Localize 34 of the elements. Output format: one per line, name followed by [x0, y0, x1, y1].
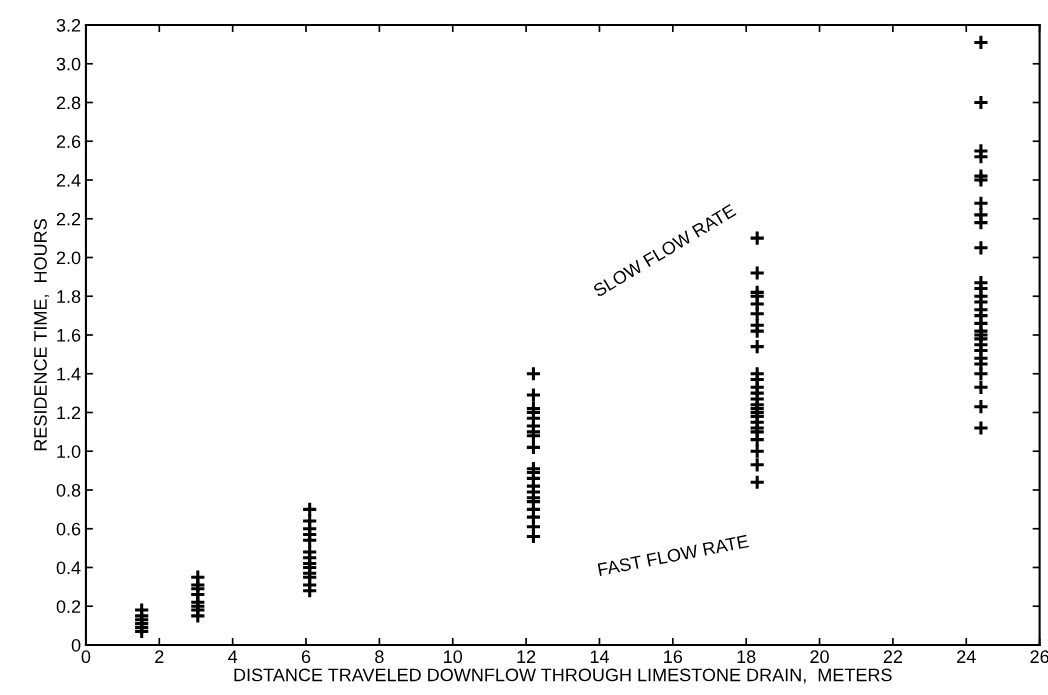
- x-tick-label: 26: [1030, 650, 1048, 664]
- x-tick-label: 14: [590, 650, 609, 663]
- y-tick-label: 1.6: [57, 328, 81, 342]
- annotation: FAST FLOW RATE: [597, 534, 749, 577]
- y-tick-label: 0.4: [56, 561, 81, 575]
- x-tick-label: 6: [301, 650, 311, 664]
- x-tick-label: 12: [517, 650, 536, 663]
- y-tick-label: 2.0: [56, 251, 81, 265]
- x-tick-label: 18: [737, 650, 756, 664]
- x-tick-label: 2: [155, 650, 164, 663]
- y-tick-label: 2.4: [56, 173, 81, 187]
- y-tick-label: 2.6: [56, 135, 81, 148]
- y-tick-label: 1.0: [57, 445, 81, 458]
- x-tick-label: 16: [664, 650, 683, 664]
- x-tick-label: 4: [228, 650, 238, 663]
- y-tick-label: 3.2: [56, 18, 81, 32]
- y-tick-label: 1.2: [57, 406, 81, 420]
- x-tick-label: 22: [883, 650, 903, 663]
- x-axis-title: DISTANCE TRAVELED DOWNFLOW THROUGH LIMESTONE DRAIN, METERS: [234, 668, 892, 684]
- x-tick-label: 20: [810, 650, 829, 664]
- y-tick-label: 3.0: [56, 57, 81, 71]
- y-tick-label: 0.8: [56, 483, 81, 497]
- y-tick-label: 0.6: [56, 522, 81, 536]
- y-axis-title: RESIDENCE TIME, HOURS: [34, 219, 49, 451]
- x-tick-label: 24: [957, 650, 976, 663]
- y-tick-label: 0.2: [56, 600, 81, 613]
- x-tick-label: 8: [375, 650, 384, 664]
- y-tick-label: 2.2: [56, 212, 81, 226]
- y-tick-label: 1.4: [57, 367, 81, 381]
- y-tick-label: 2.8: [56, 96, 81, 110]
- y-tick-label: 1.8: [57, 290, 81, 303]
- y-tick-label: 0: [71, 638, 81, 652]
- x-tick-label: 10: [444, 650, 463, 664]
- x-tick-label: 0: [81, 650, 91, 664]
